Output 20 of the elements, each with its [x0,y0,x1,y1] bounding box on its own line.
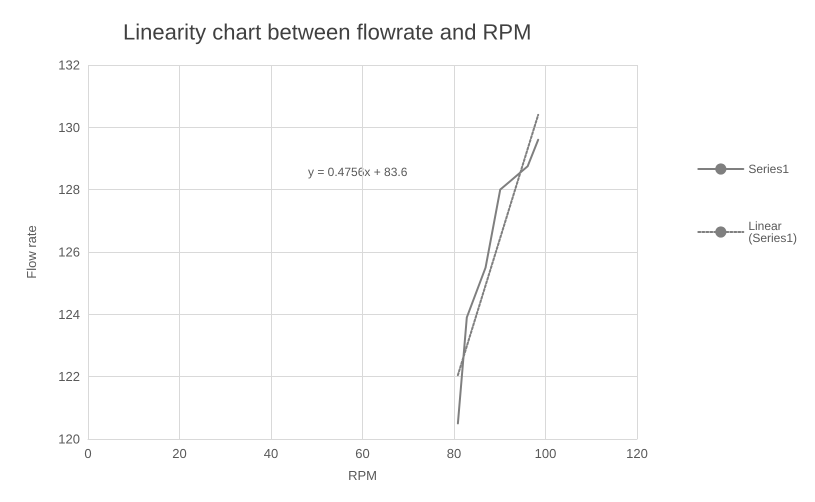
x-tick-label: 100 [534,446,556,461]
y-tick-label: 130 [58,120,80,135]
x-tick-label: 80 [446,446,462,461]
y-tick-label: 126 [58,244,80,260]
y-tick-label: 122 [58,369,80,384]
y-tick-label: 132 [58,58,80,72]
y-tick-label: 128 [58,182,80,198]
y-tick-label: 124 [58,306,80,322]
annotation: y = 0.4756x + 83.6 [308,165,408,179]
x-tick-label: 60 [355,446,370,461]
y-axis-title: Flow rate [24,225,39,279]
chart-title: Linearity chart between flowrate and RPM [123,20,532,44]
legend-label: Linear (Series1) [748,219,798,245]
x-tick-label: 20 [172,446,187,461]
x-tick-label: 120 [626,446,648,461]
x-tick-label: 40 [264,446,278,461]
x-axis-title: RPM [348,468,377,483]
legend-label: Series1 [748,162,790,176]
y-tick-label: 120 [58,432,80,446]
x-tick-label: 0 [84,446,92,461]
